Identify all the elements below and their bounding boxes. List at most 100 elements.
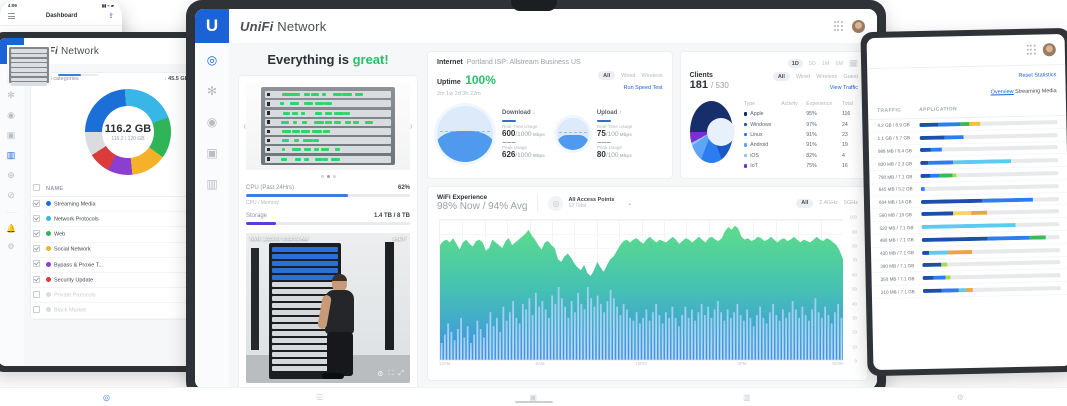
sidebar-item-devices[interactable]: ◉ bbox=[207, 115, 217, 129]
connection-filter-group[interactable]: All Wired Wireless bbox=[598, 71, 663, 80]
chart-bar bbox=[740, 315, 742, 360]
client-type-row[interactable]: Android 91% 19 bbox=[741, 140, 858, 150]
rack-unit bbox=[265, 100, 392, 107]
tab-stats-icon[interactable]: ▥ bbox=[743, 393, 751, 402]
sidebar-item-insights[interactable]: ⊕ bbox=[7, 170, 15, 181]
table-row[interactable]: 310 MB / 7.1 GB bbox=[872, 282, 1067, 299]
camera-feed[interactable]: NVR: 2/25/20, 9:53:03 AM 141°F ⚙ ⛶ ⤢ bbox=[246, 233, 410, 383]
chart-bar bbox=[577, 293, 579, 360]
row-checkbox[interactable] bbox=[31, 212, 44, 227]
sidebar-item-statistics[interactable]: ▥ bbox=[206, 177, 217, 191]
row-checkbox[interactable] bbox=[31, 288, 44, 303]
camera-controls[interactable]: ⚙ ⛶ ⤢ bbox=[377, 370, 404, 378]
clients-filter-guest[interactable]: Guest bbox=[843, 74, 858, 80]
sidebar-item-security[interactable]: ⊘ bbox=[7, 190, 15, 201]
access-points-selector[interactable]: ◎ All Access Points 12 Total ⌄ bbox=[548, 196, 632, 211]
rack-unit bbox=[265, 128, 392, 135]
sidebar-item-protect[interactable]: ▣ bbox=[7, 130, 16, 141]
clients-count: 181 / 530 bbox=[690, 79, 729, 91]
clients-filter-wireless[interactable]: Wireless bbox=[816, 74, 837, 80]
camera-snapshot-icon[interactable]: ⛶ bbox=[388, 370, 393, 378]
chart-bar bbox=[535, 293, 537, 360]
phone-utilization-bar bbox=[58, 74, 98, 76]
breadcrumb-overview[interactable]: Overview bbox=[991, 89, 1014, 95]
client-type-row[interactable]: Apple 95% 116 bbox=[741, 109, 858, 119]
camera-settings-icon[interactable]: ⚙ bbox=[377, 370, 383, 378]
row-checkbox[interactable] bbox=[31, 257, 44, 272]
client-experience: 95% bbox=[803, 109, 839, 119]
band-filter-group[interactable]: All 2.4GHz 5GHz bbox=[796, 199, 858, 208]
row-name: Security Update bbox=[44, 272, 166, 287]
share-icon[interactable]: ⇪ bbox=[108, 12, 114, 20]
apps-grid-icon[interactable] bbox=[834, 21, 843, 30]
time-range-group[interactable]: 1D 5D 1M 6M 🗓 bbox=[690, 59, 858, 68]
sidebar-item-dashboard[interactable]: ◎ bbox=[207, 53, 217, 67]
filter-all[interactable]: All bbox=[598, 71, 615, 80]
col-name[interactable]: NAME bbox=[44, 181, 166, 197]
row-application-bar bbox=[922, 261, 1060, 268]
tab-clients-icon[interactable]: ☰ bbox=[316, 393, 323, 402]
range-6m[interactable]: 6M bbox=[835, 61, 843, 67]
phone-tabbar[interactable]: ◎ ☰ ▣ ▥ ⚙ bbox=[0, 387, 1067, 406]
client-type-row[interactable]: Windows 97% 24 bbox=[741, 119, 858, 129]
sidebar-item-topology[interactable]: ✻ bbox=[7, 90, 15, 101]
chart-bar bbox=[444, 335, 446, 360]
chart-bar bbox=[460, 318, 462, 360]
chart-bar bbox=[766, 324, 768, 360]
sidebar-item-devices[interactable]: ◉ bbox=[7, 110, 15, 121]
download-bubble bbox=[437, 106, 493, 162]
color-dot bbox=[46, 216, 51, 221]
client-total: 4 bbox=[839, 151, 858, 161]
sidebar-item-protect[interactable]: ▣ bbox=[206, 146, 217, 160]
carousel-next-icon[interactable]: › bbox=[410, 121, 413, 132]
row-checkbox[interactable] bbox=[31, 303, 44, 318]
tab-dashboard-icon[interactable]: ◎ bbox=[103, 393, 110, 402]
select-all-checkbox-cell[interactable] bbox=[31, 181, 44, 197]
user-avatar[interactable] bbox=[1043, 43, 1056, 56]
clients-filter-wired[interactable]: Wired bbox=[796, 74, 810, 80]
sidebar-item-topology[interactable]: ✻ bbox=[207, 84, 217, 98]
band-all[interactable]: All bbox=[796, 199, 813, 208]
camera-fullscreen-icon[interactable]: ⤢ bbox=[398, 370, 404, 378]
row-checkbox[interactable] bbox=[31, 272, 44, 287]
center-sidebar[interactable]: ◎ ✻ ◉ ▣ ▥ bbox=[195, 43, 230, 389]
chart-bar bbox=[756, 315, 758, 360]
clients-filter-all[interactable]: All bbox=[773, 72, 790, 81]
apps-grid-icon[interactable] bbox=[1027, 45, 1036, 54]
row-checkbox[interactable] bbox=[31, 227, 44, 242]
chart-bar bbox=[642, 318, 644, 360]
row-application-bar bbox=[923, 273, 1061, 280]
filter-wired[interactable]: Wired bbox=[621, 73, 635, 79]
band-24[interactable]: 2.4GHz bbox=[819, 200, 838, 206]
client-type-row[interactable]: IoT 75% 16 bbox=[741, 161, 858, 171]
chart-bar bbox=[678, 326, 680, 360]
chevron-down-icon[interactable]: ⌄ bbox=[627, 200, 632, 207]
client-type-row[interactable]: iOS 82% 4 bbox=[741, 151, 858, 161]
sidebar-item-settings[interactable]: ⚙ bbox=[7, 242, 14, 251]
run-speed-test-link[interactable]: Run Speed Test bbox=[598, 85, 663, 91]
filter-wireless[interactable]: Wireless bbox=[642, 73, 663, 79]
row-checkbox[interactable] bbox=[31, 197, 44, 212]
sidebar-item-statistics[interactable]: ▥ bbox=[7, 150, 16, 161]
user-avatar[interactable] bbox=[852, 20, 865, 33]
client-activity bbox=[778, 151, 803, 161]
range-5d[interactable]: 5D bbox=[809, 61, 816, 67]
view-traffic-link[interactable]: View Traffic bbox=[773, 85, 858, 91]
sidebar-item-alerts[interactable]: 🔔 bbox=[6, 224, 16, 233]
calendar-icon[interactable]: 🗓 bbox=[849, 60, 858, 68]
client-type-row[interactable]: Linux 91% 23 bbox=[741, 130, 858, 140]
band-5[interactable]: 5GHz bbox=[844, 200, 858, 206]
clients-filter-group[interactable]: All Wired Wireless Guest bbox=[773, 72, 858, 81]
chart-bar bbox=[441, 343, 443, 360]
col-application[interactable]: APPLICATION bbox=[919, 106, 957, 113]
row-checkbox[interactable] bbox=[31, 242, 44, 257]
tab-settings-icon[interactable]: ⚙ bbox=[957, 393, 964, 402]
chart-bar bbox=[727, 310, 729, 360]
carousel-dots[interactable] bbox=[246, 175, 410, 178]
left-sidebar[interactable]: ◎ ✻ ◉ ▣ ▥ ⊕ ⊘ 🔔 ⚙ bbox=[0, 64, 25, 366]
hamburger-icon[interactable] bbox=[8, 13, 15, 19]
range-1m[interactable]: 1M bbox=[822, 61, 830, 67]
col-traffic[interactable]: TRAFFIC bbox=[877, 107, 911, 114]
ubiquiti-logo-icon[interactable]: U bbox=[195, 9, 229, 43]
range-1d[interactable]: 1D bbox=[788, 59, 803, 68]
